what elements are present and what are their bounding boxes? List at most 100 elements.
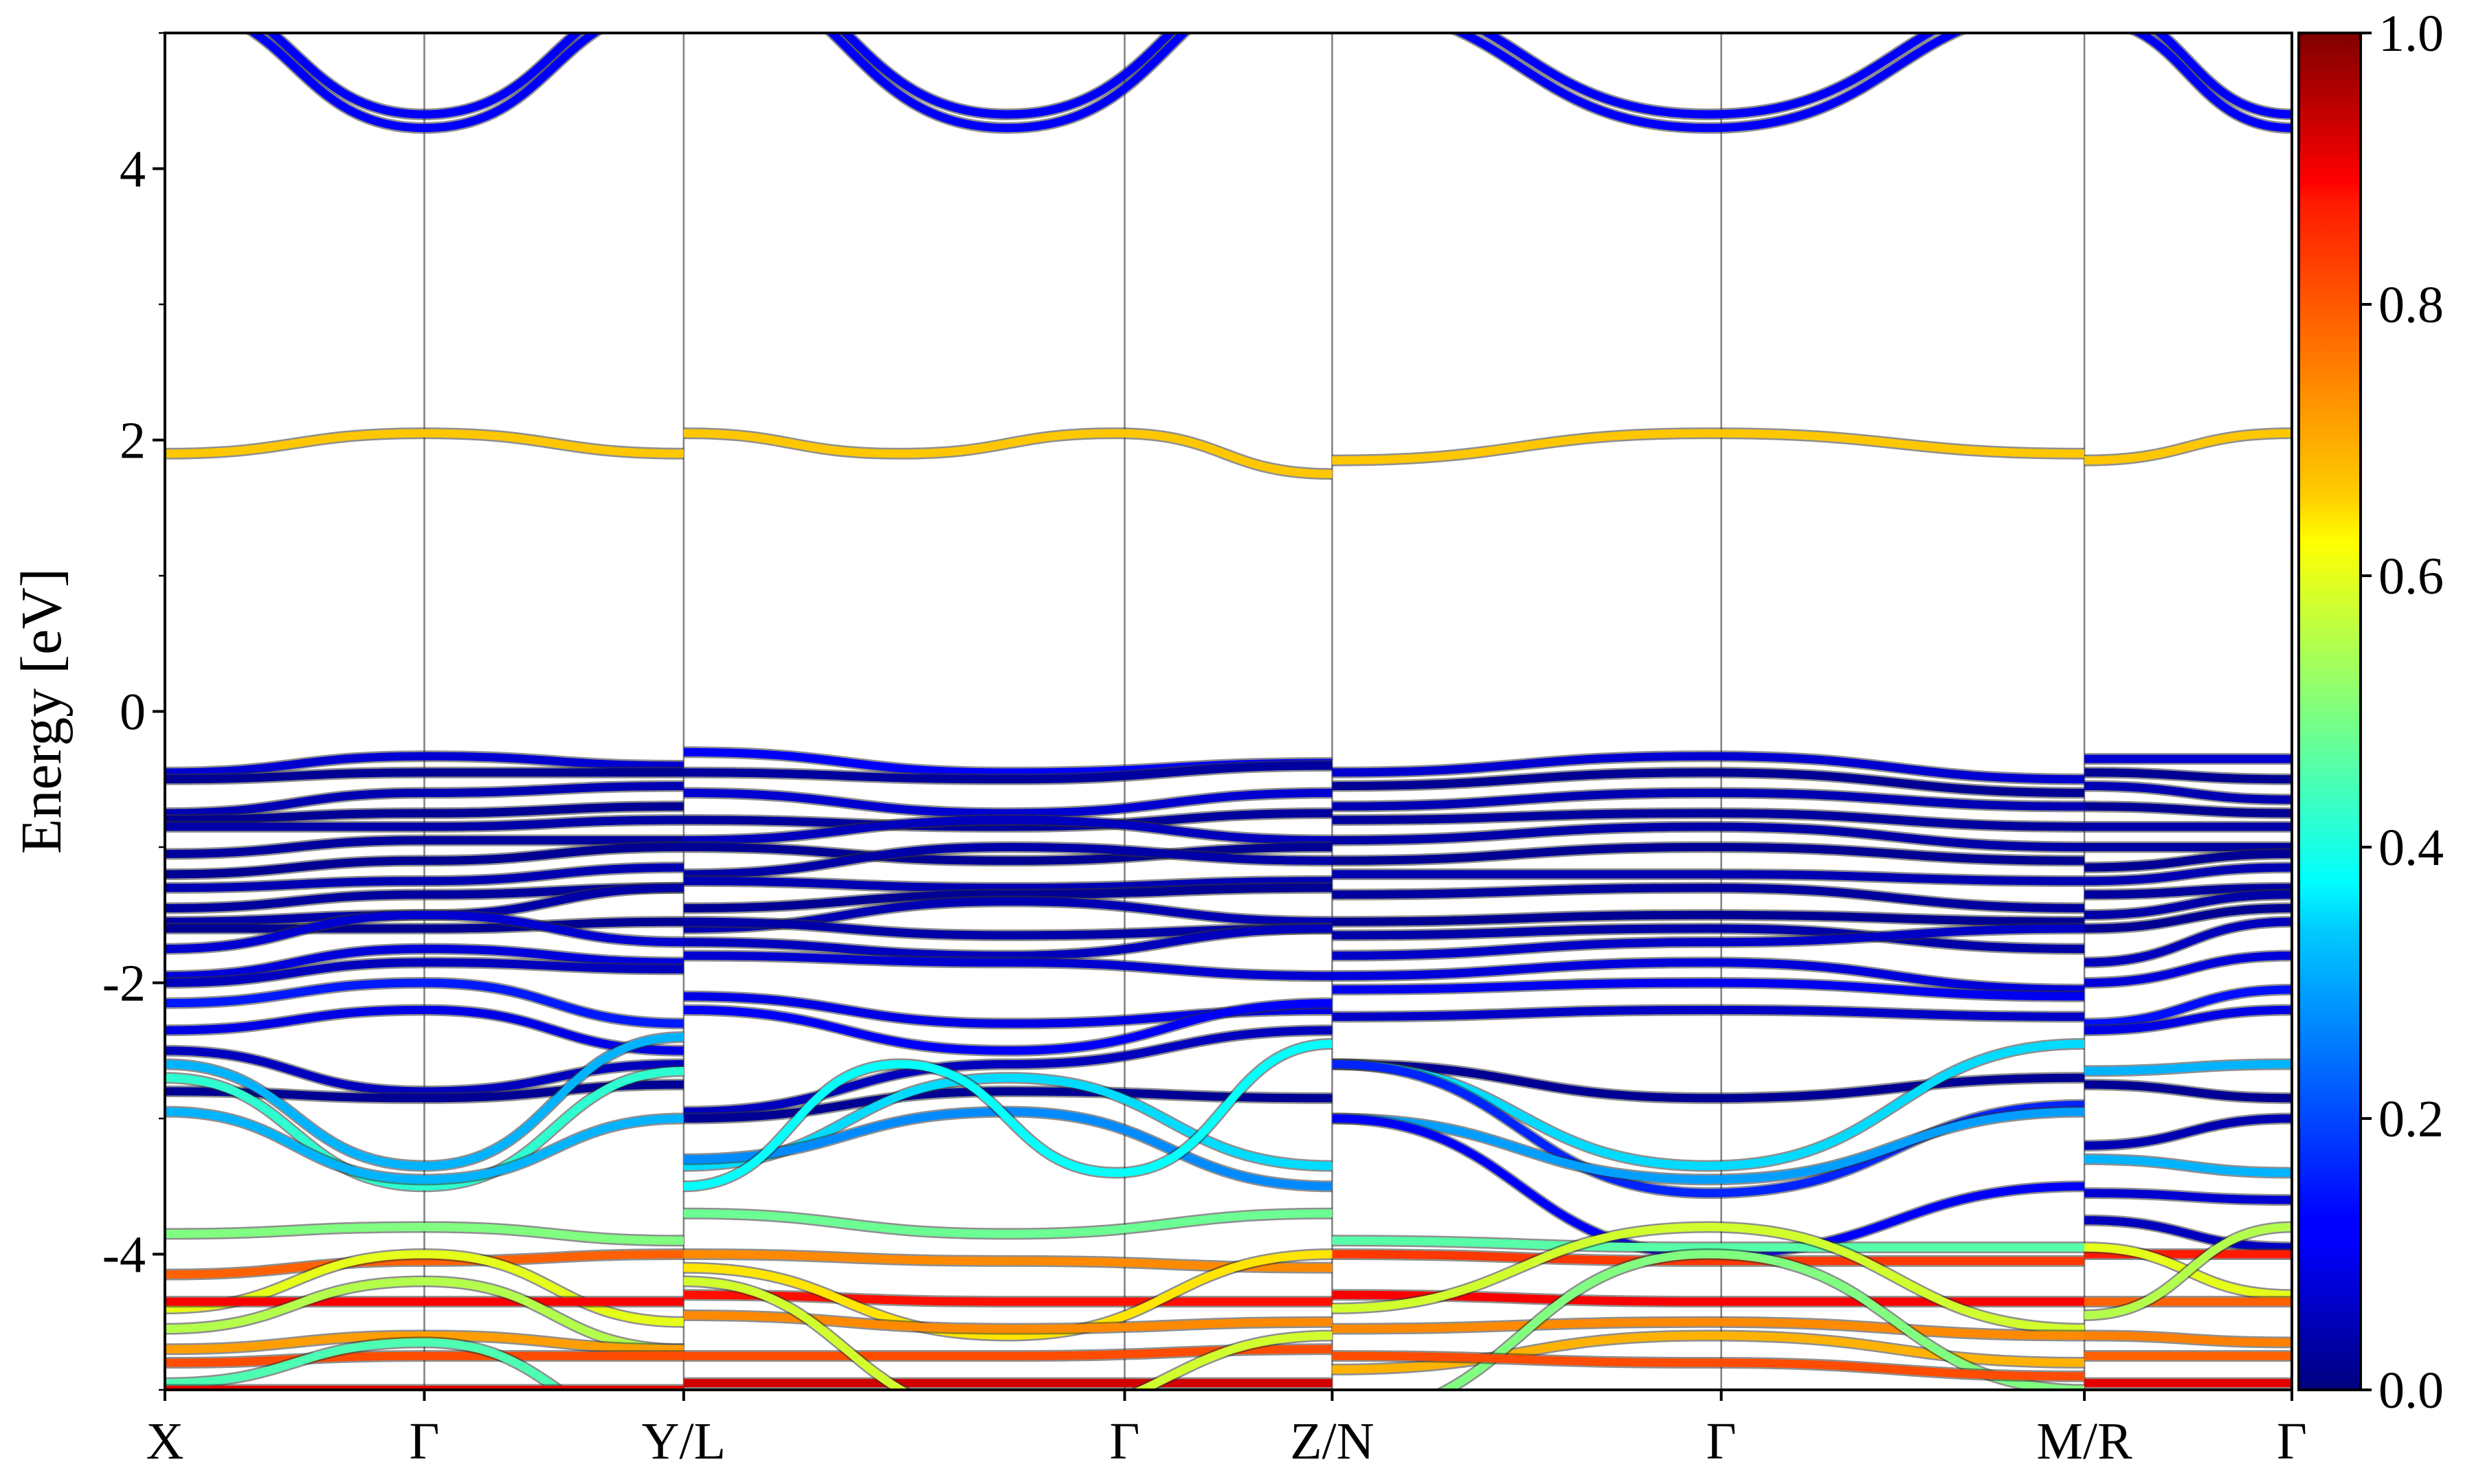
y-axis-title: Energy [eV] — [10, 568, 74, 854]
band-line — [1332, 788, 2085, 811]
band-line — [165, 429, 684, 458]
x-tick-label: Γ — [1706, 1413, 1737, 1470]
band-line — [1332, 924, 2085, 954]
band-line — [2084, 903, 2292, 933]
band-line — [683, 1250, 1333, 1340]
band-line — [2084, 917, 2292, 967]
band-line — [1332, 910, 2085, 926]
x-tick-label: M/R — [2036, 1413, 2132, 1470]
band-line — [683, 809, 1333, 831]
band-line — [165, 978, 684, 1028]
band-line — [1332, 768, 2085, 797]
band-line — [165, 836, 684, 858]
band-line — [165, 1277, 684, 1353]
band-line — [1332, 1318, 2085, 1340]
band-line — [265, 33, 583, 119]
band-line — [2084, 1331, 2292, 1347]
band-line — [2084, 1080, 2292, 1103]
band-line — [2084, 952, 2292, 987]
band-line — [2084, 782, 2292, 804]
band-line — [165, 1005, 684, 1055]
high-symmetry-lines — [423, 33, 2086, 1390]
band-line — [683, 884, 1333, 912]
band-line — [1332, 924, 2085, 960]
band-line — [683, 999, 1333, 1055]
y-tick-label: 4 — [120, 141, 146, 199]
band-line — [165, 1222, 684, 1245]
band-line — [683, 429, 1333, 478]
band-line — [1452, 33, 1965, 133]
band-line — [165, 1108, 684, 1184]
bands-layer — [165, 33, 2292, 1390]
band-line — [1332, 1236, 2084, 1252]
band-line — [1332, 822, 2085, 851]
band-line — [165, 910, 684, 954]
band-line — [1332, 1005, 2085, 1021]
band-line — [683, 761, 1333, 784]
band-line — [2084, 1189, 2292, 1204]
band-line — [683, 952, 1333, 980]
band-line — [247, 33, 602, 133]
band-line — [165, 843, 684, 879]
band-line — [1332, 1351, 2085, 1381]
band-line — [2153, 33, 2292, 119]
y-tick-label: -2 — [102, 955, 146, 1013]
band-line — [683, 843, 1333, 865]
band-line — [165, 958, 684, 987]
band-line — [1332, 809, 2085, 831]
band-line — [2084, 1216, 2292, 1252]
band-line — [826, 33, 1190, 133]
band-line — [1479, 33, 1937, 119]
x-tick-label: Γ — [2277, 1413, 2307, 1470]
y-tick-label: 2 — [120, 412, 146, 470]
band-line — [1332, 870, 2085, 886]
band-line — [683, 924, 1333, 960]
band-line — [840, 33, 1177, 119]
band-line — [683, 1290, 1333, 1306]
band-line — [2084, 985, 2292, 1028]
y-axis: 4 2 0 -2 -4 — [102, 32, 165, 1391]
band-line — [165, 752, 684, 777]
band-line — [2084, 802, 2292, 818]
band-line — [165, 1250, 684, 1279]
band-line — [2084, 429, 2292, 465]
band-line — [683, 1250, 1333, 1272]
band-line — [2084, 1006, 2292, 1035]
x-tick-label: Y/L — [642, 1413, 726, 1470]
band-line — [2084, 1155, 2292, 1177]
band-line — [2084, 1223, 2292, 1320]
band-line — [1332, 1250, 2084, 1266]
y-tick-label: 0 — [120, 684, 146, 741]
band-line — [683, 1209, 1333, 1238]
colorbar-tick-label: 0.4 — [2378, 819, 2444, 877]
colorbar-tick-label: 0.8 — [2378, 276, 2444, 334]
colorbar-tick-label: 0.0 — [2378, 1362, 2444, 1419]
band-line — [1332, 958, 2085, 994]
band-line — [2130, 33, 2292, 133]
x-tick-label: Γ — [409, 1413, 439, 1470]
band-line — [2084, 863, 2292, 886]
band-outline — [837, 33, 1179, 121]
band-line — [1332, 842, 2085, 865]
band-line — [683, 816, 1333, 845]
band-line — [2084, 890, 2292, 919]
band-line — [683, 1277, 1333, 1390]
colorbar-tick-label: 0.2 — [2378, 1090, 2444, 1148]
colorbar-tick-label: 0.6 — [2378, 548, 2444, 605]
band-line — [1332, 1060, 2085, 1103]
band-line — [1332, 884, 2085, 912]
band-line — [1332, 1222, 2085, 1334]
band-line — [683, 1039, 1333, 1191]
x-tick-label: X — [146, 1413, 184, 1470]
band-line — [2084, 1060, 2292, 1075]
x-tick-label: Z/N — [1290, 1413, 1374, 1470]
band-line — [683, 789, 1333, 818]
band-line — [2084, 884, 2292, 899]
band-line — [165, 1338, 567, 1390]
band-line — [165, 945, 684, 980]
colorbar-gradient — [2297, 32, 2362, 1391]
band-line — [1438, 1250, 2085, 1390]
band-line — [2084, 1114, 2292, 1150]
band-outline — [1475, 33, 1941, 121]
band-line — [165, 1066, 684, 1191]
